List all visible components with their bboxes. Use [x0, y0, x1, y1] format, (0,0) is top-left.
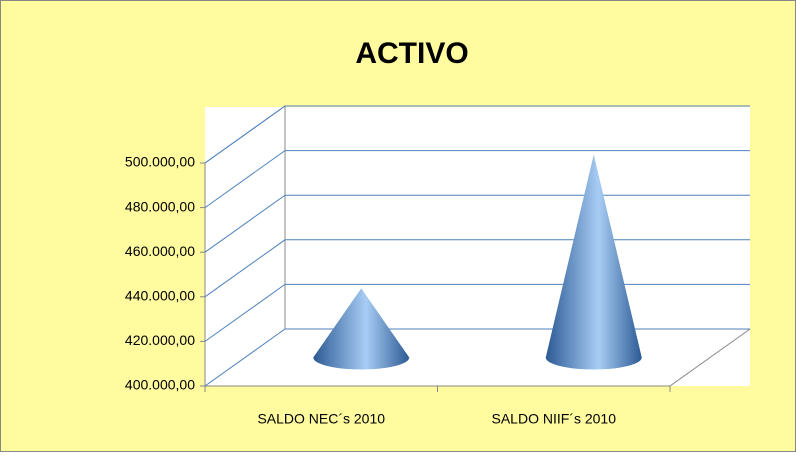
cone: [313, 288, 410, 370]
x-tick-label: SALDO NEC´s 2010: [257, 411, 385, 427]
cone: [545, 154, 642, 370]
y-tick-label: 400.000,00: [125, 377, 195, 393]
cone-body: [545, 154, 642, 370]
cone-body: [313, 288, 410, 370]
plot-area: [205, 107, 750, 386]
chart-title: ACTIVO: [355, 37, 468, 70]
y-tick-label: 480.000,00: [125, 198, 195, 214]
y-tick-label: 440.000,00: [125, 288, 195, 304]
grid-line: [204, 150, 750, 209]
floor-right: [669, 328, 751, 387]
x-tick-label: SALDO NIIF´s 2010: [492, 411, 617, 427]
y-tick-label: 420.000,00: [125, 332, 195, 348]
y-tick-label: 500.000,00: [125, 154, 195, 170]
y-tick-label: 460.000,00: [125, 243, 195, 259]
grid-line: [204, 105, 750, 164]
